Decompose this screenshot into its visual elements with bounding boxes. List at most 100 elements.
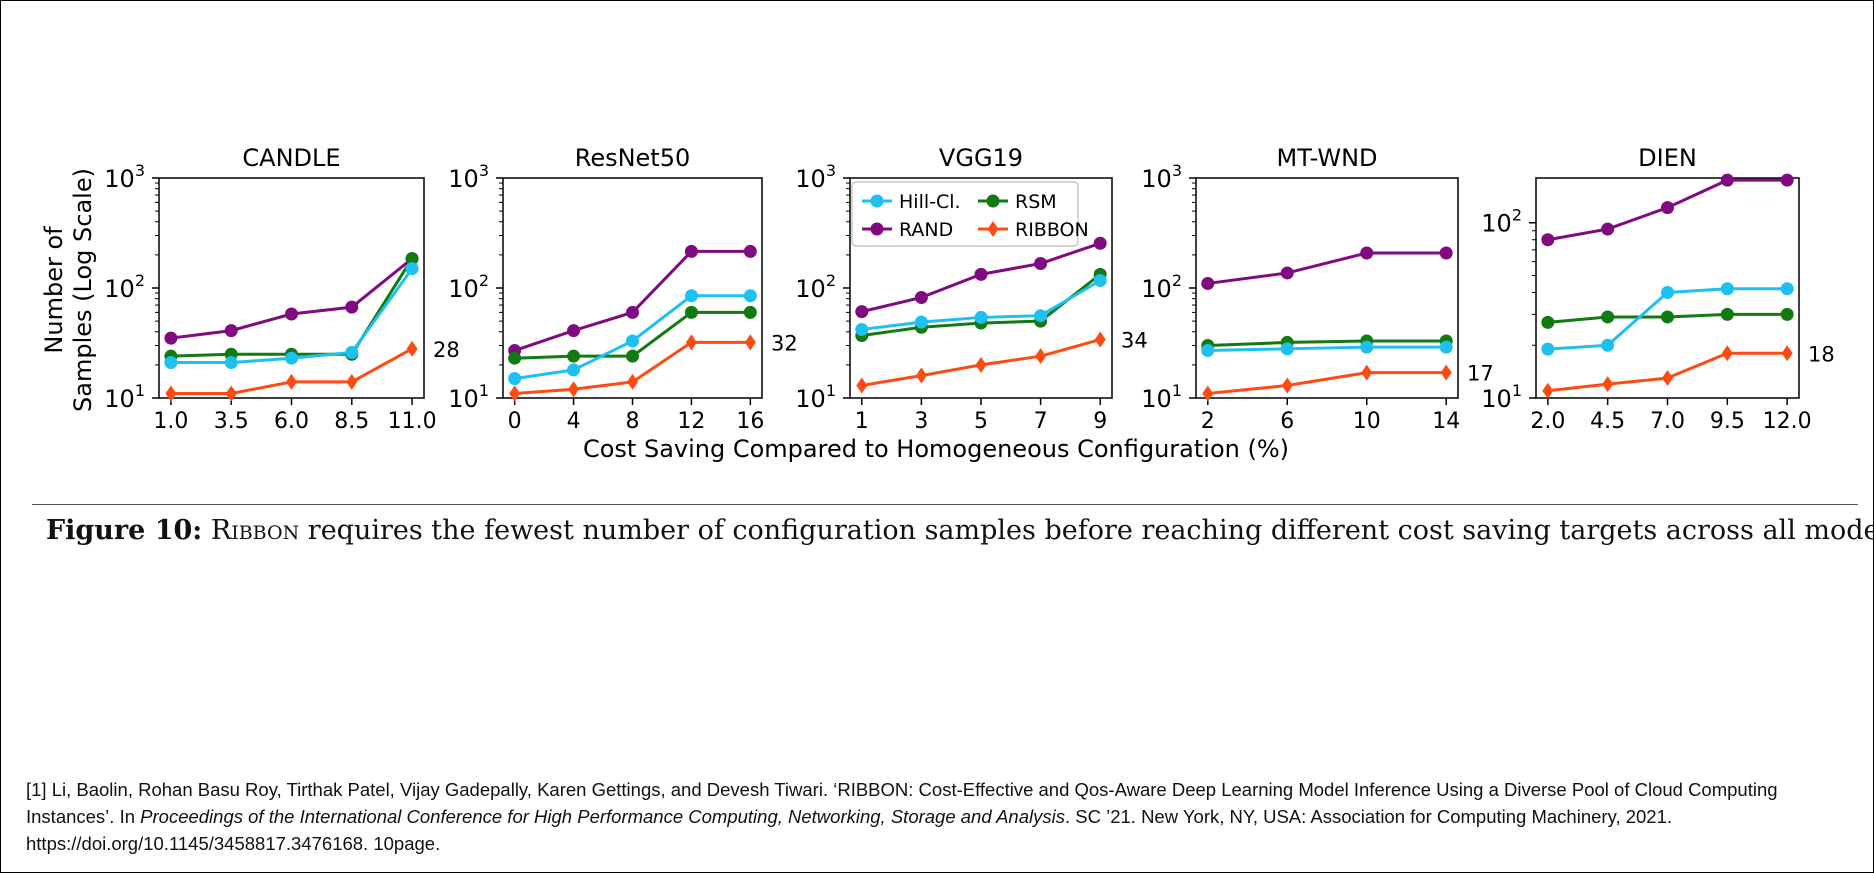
data-point — [1280, 266, 1294, 280]
series-line — [1207, 339, 1447, 348]
data-point — [1360, 340, 1374, 354]
x-tick-label: 3.5 — [214, 409, 249, 434]
data-point — [1661, 285, 1674, 299]
data-point — [743, 244, 757, 258]
chart-legend: Hill-Cl. RSM RAND RIBBON — [851, 181, 1089, 247]
series-line — [170, 257, 414, 358]
series-line — [170, 257, 414, 340]
panel-title: CANDLE — [242, 144, 340, 172]
data-point — [509, 385, 521, 402]
data-point — [1541, 315, 1555, 329]
separator-line — [32, 504, 1858, 505]
series-ribbon — [856, 331, 1106, 394]
data-point — [1780, 307, 1794, 321]
data-point — [165, 385, 177, 402]
series-ribbon — [1542, 345, 1793, 399]
series-line — [1207, 371, 1447, 395]
y-tick-label: 101 — [104, 381, 145, 413]
legend-label: RAND — [899, 219, 953, 241]
data-point — [974, 310, 988, 324]
caption-system-name: Ribbon — [210, 515, 300, 546]
data-label: 28 — [433, 338, 460, 362]
legend-item: RIBBON — [978, 219, 1089, 241]
series-rand — [855, 236, 1107, 319]
series-line — [1207, 345, 1447, 353]
data-point — [626, 334, 639, 348]
x-tick-label: 6.0 — [274, 409, 309, 434]
reference-citation: [1] Li, Baolin, Rohan Basu Roy, Tirthak … — [26, 776, 1856, 857]
legend-item: RSM — [978, 191, 1057, 213]
x-tick-label: 0 — [508, 409, 522, 434]
data-point — [743, 289, 757, 303]
data-point — [1440, 364, 1452, 381]
chart-panel-dien: DIEN 101 102 2.0 4.5 7.0 9.5 12.0 18 — [1481, 144, 1834, 434]
data-point — [1201, 276, 1215, 290]
chart-panel-candle: CANDLE 101 102 103 1.0 3.5 6.0 8.5 11.0 28 — [104, 144, 459, 434]
series-rand — [1541, 173, 1794, 247]
data-point — [1439, 340, 1453, 354]
y-tick-label: 103 — [104, 161, 145, 193]
data-point — [405, 252, 419, 266]
data-point — [164, 356, 178, 370]
series-rsm — [1541, 307, 1794, 329]
data-point — [1541, 233, 1555, 247]
y-tick-label: 102 — [795, 271, 836, 303]
data-point — [1720, 173, 1734, 187]
legend-item: RAND — [862, 219, 953, 241]
data-point — [224, 356, 238, 370]
chart-panel-vgg19: VGG19 101 102 103 1 3 5 7 9 34 — [795, 144, 1147, 434]
data-point — [855, 305, 869, 319]
data-point — [1034, 309, 1048, 323]
y-tick-label: 103 — [795, 161, 836, 193]
y-tick-label: 102 — [1141, 271, 1182, 303]
data-point — [1034, 257, 1048, 271]
data-point — [405, 262, 419, 276]
series-rand — [164, 252, 419, 345]
y-tick-label: 102 — [1481, 206, 1522, 238]
data-point — [684, 244, 698, 258]
reference-venue: Proceedings of the International Confere… — [140, 806, 1065, 827]
data-point — [684, 289, 698, 303]
legend-marker — [986, 194, 1000, 208]
data-point — [743, 305, 757, 319]
x-tick-label: 4 — [567, 409, 581, 434]
y-tick-label: 102 — [104, 271, 145, 303]
data-point — [508, 351, 522, 365]
data-point — [915, 367, 927, 384]
x-tick-label: 8 — [626, 409, 640, 434]
series-hillcl — [508, 289, 757, 386]
figure-caption: Figure 10: Ribbon requires the fewest nu… — [46, 515, 1874, 546]
x-tick-label: 1 — [855, 409, 869, 434]
y-tick-label: 101 — [795, 381, 836, 413]
plot-area-frame — [1195, 177, 1459, 399]
data-point — [1601, 222, 1615, 236]
data-label: 34 — [1121, 329, 1148, 353]
data-point — [1439, 246, 1453, 260]
data-point — [1201, 344, 1215, 358]
caption-text: requires the fewest number of configurat… — [299, 515, 1874, 546]
data-point — [1361, 364, 1373, 381]
data-point — [855, 322, 869, 336]
data-point — [508, 372, 522, 386]
data-point — [1360, 246, 1374, 260]
data-point — [225, 385, 237, 402]
x-tick-label: 9.5 — [1710, 409, 1745, 434]
data-point — [914, 315, 928, 329]
y-tick-label: 102 — [448, 271, 489, 303]
x-tick-label: 7.0 — [1650, 409, 1685, 434]
data-point — [285, 307, 298, 321]
series-ribbon — [509, 334, 756, 402]
data-point — [1601, 338, 1615, 352]
data-point — [914, 290, 928, 304]
data-label: 17 — [1467, 362, 1494, 386]
data-point — [286, 373, 297, 390]
panel-title: VGG19 — [939, 144, 1023, 172]
x-tick-label: 7 — [1034, 409, 1048, 434]
data-point — [685, 334, 697, 351]
data-point — [567, 363, 581, 377]
legend-marker — [987, 221, 999, 237]
caption-label: Figure 10: — [46, 515, 203, 546]
data-point — [1780, 282, 1794, 296]
reference-text-end: . SC ’21. New York, NY, USA: Association… — [26, 806, 1673, 854]
